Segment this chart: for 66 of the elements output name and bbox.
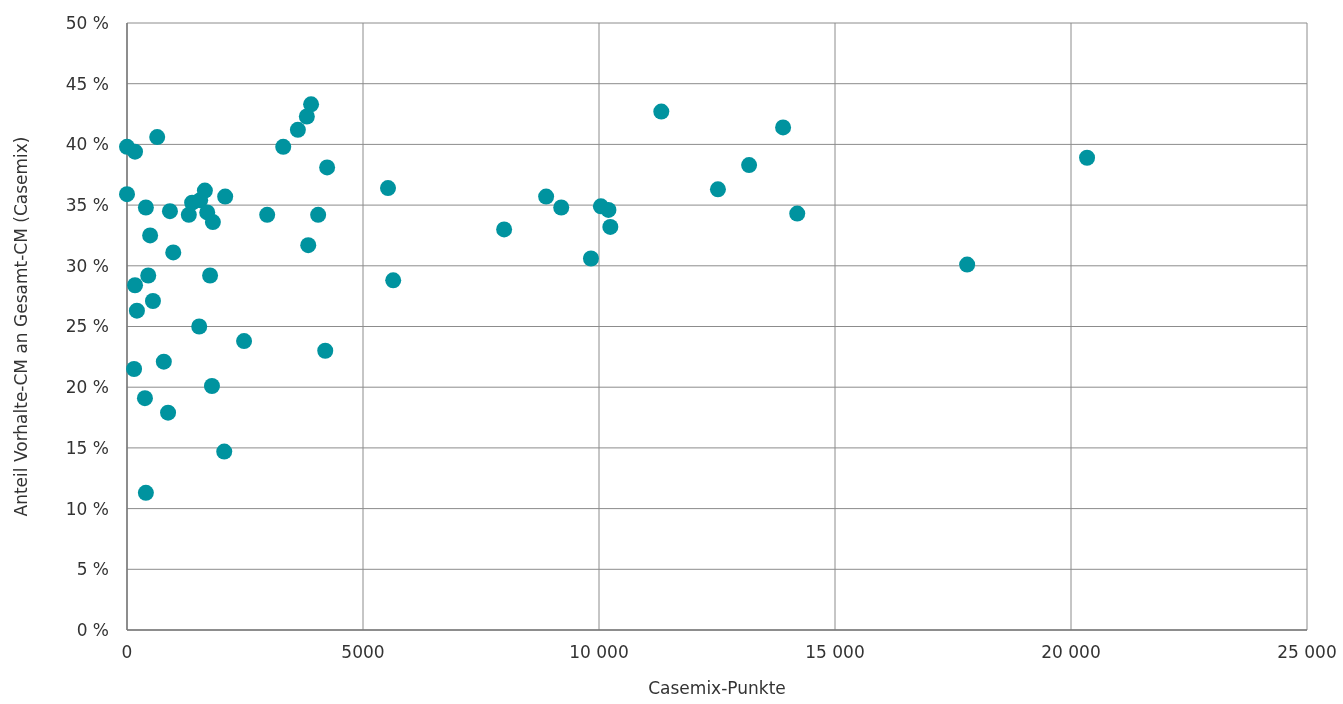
point [602, 218, 619, 235]
point [600, 201, 617, 218]
point [317, 342, 334, 359]
point [275, 138, 292, 155]
y-tick-label: 10 % [65, 498, 109, 519]
point [310, 206, 327, 223]
y-tick-label: 15 % [65, 437, 109, 458]
point [196, 182, 213, 199]
point [789, 205, 806, 222]
point [775, 119, 792, 136]
point [126, 361, 143, 377]
point [136, 390, 153, 407]
point [160, 404, 177, 421]
point [128, 302, 145, 319]
x-tick-label: 10 000 [569, 642, 629, 662]
point [149, 129, 166, 146]
point [289, 121, 306, 138]
point [741, 157, 758, 174]
point [259, 206, 276, 223]
x-tick-label: 25 000 [1277, 642, 1337, 662]
x-axis-title: Casemix-Punkte [648, 678, 786, 698]
y-tick-label: 20 % [65, 377, 109, 398]
point [303, 96, 320, 113]
y-tick-label: 25 % [65, 316, 109, 337]
y-tick-label: 30 % [65, 255, 109, 276]
x-tick-label: 0 [121, 642, 133, 662]
point [1079, 149, 1096, 166]
point [319, 159, 336, 176]
y-tick-label: 0 % [76, 619, 109, 640]
point [127, 277, 144, 294]
x-tick-label: 15 000 [805, 642, 865, 662]
point [236, 333, 253, 350]
y-tick-label: 35 % [65, 195, 109, 216]
point [144, 293, 161, 309]
point [538, 188, 555, 205]
point [191, 318, 208, 335]
x-tick-label: 20 000 [1041, 642, 1101, 662]
point [137, 199, 154, 216]
point [380, 180, 397, 197]
point [496, 221, 513, 238]
y-axis-title: Anteil Vorhalte-CM an Gesamt-CM (Casemix) [11, 136, 31, 517]
y-tick-label: 45 % [65, 73, 109, 94]
point [140, 267, 157, 284]
point [203, 378, 220, 394]
point [553, 199, 570, 216]
point [653, 103, 670, 120]
point [217, 188, 234, 205]
point [385, 272, 402, 289]
point [202, 267, 219, 284]
y-tick-label: 40 % [65, 134, 109, 155]
point [155, 353, 172, 370]
point [959, 256, 976, 273]
point [300, 237, 317, 254]
point [142, 227, 159, 244]
point [216, 443, 233, 460]
point [161, 203, 178, 220]
point [127, 143, 144, 160]
point [119, 186, 135, 203]
point [709, 181, 726, 198]
point [165, 244, 182, 261]
y-tick-label: 5 % [76, 559, 109, 580]
y-tick-label: 50 % [65, 12, 109, 33]
point [582, 250, 599, 267]
x-tick-label: 5000 [341, 642, 385, 662]
point [137, 484, 154, 501]
point [199, 204, 216, 221]
